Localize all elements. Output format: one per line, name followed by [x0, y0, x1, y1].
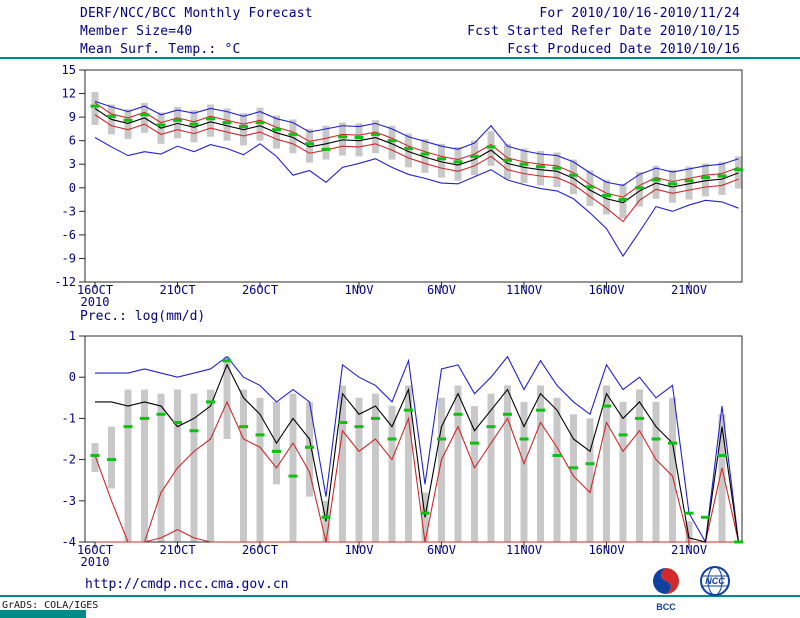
svg-text:-1: -1 — [62, 411, 76, 425]
svg-text:16NOV: 16NOV — [588, 543, 624, 557]
svg-text:-3: -3 — [62, 204, 76, 218]
svg-text:21NOV: 21NOV — [671, 283, 707, 297]
svg-text:21NOV: 21NOV — [671, 543, 707, 557]
svg-text:15: 15 — [62, 63, 76, 77]
page-title: DERF/NCC/BCC Monthly Forecast — [80, 6, 313, 21]
precipitation-chart: 1 0 -1 -2 -3 -4 16OCT 2010 21OCT 26OCT 1NOV 6NOV 11N… — [0, 326, 800, 576]
svg-text:-2: -2 — [62, 453, 76, 467]
website-url: http://cmdp.ncc.cma.gov.cn — [85, 577, 289, 592]
svg-text:26OCT: 26OCT — [242, 283, 278, 297]
svg-text:-9: -9 — [62, 251, 76, 265]
svg-text:16NOV: 16NOV — [588, 283, 624, 297]
temperature-chart-title: Mean Surf. Temp.: °C — [80, 42, 241, 57]
temperature-chart: 15 12 9 6 3 0 -3 -6 -9 -12 16OCT 2010 21OCT 26OCT 1NOV… — [0, 62, 800, 312]
svg-text:0: 0 — [69, 370, 76, 384]
svg-text:6NOV: 6NOV — [427, 283, 456, 297]
svg-text:NCC: NCC — [705, 576, 725, 586]
header-rule — [0, 57, 800, 59]
svg-text:12: 12 — [62, 87, 76, 101]
svg-text:2010: 2010 — [81, 295, 110, 309]
footer-rule — [0, 595, 800, 597]
svg-text:1NOV: 1NOV — [345, 543, 374, 557]
svg-text:16OCT: 16OCT — [77, 283, 113, 297]
precipitation-chart-title: Prec.: log(mm/d) — [80, 309, 206, 324]
fcst-produced-label: Fcst Produced Date 2010/10/16 — [507, 42, 740, 57]
ncc-logo: NCC — [692, 564, 738, 604]
svg-text:1: 1 — [69, 329, 76, 343]
bcc-logo-icon — [653, 568, 679, 594]
ncc-logo-icon: NCC — [700, 566, 730, 596]
forecast-range-label: For 2010/10/16-2010/11/24 — [539, 6, 740, 21]
svg-text:-3: -3 — [62, 494, 76, 508]
svg-text:21OCT: 21OCT — [159, 283, 195, 297]
svg-text:21OCT: 21OCT — [159, 543, 195, 557]
svg-text:26OCT: 26OCT — [242, 543, 278, 557]
svg-text:0: 0 — [69, 181, 76, 195]
bcc-logo: BCC — [646, 566, 686, 612]
svg-text:9: 9 — [69, 110, 76, 124]
svg-text:1NOV: 1NOV — [345, 283, 374, 297]
svg-text:6NOV: 6NOV — [427, 543, 456, 557]
svg-text:2010: 2010 — [81, 555, 110, 569]
svg-text:3: 3 — [69, 157, 76, 171]
svg-text:-12: -12 — [54, 275, 76, 289]
grads-credit: GrADS: COLA/IGES — [2, 600, 99, 611]
bcc-logo-label: BCC — [656, 602, 676, 612]
svg-text:16OCT: 16OCT — [77, 543, 113, 557]
member-size-label: Member Size=40 — [80, 24, 193, 39]
svg-text:-6: -6 — [62, 228, 76, 242]
grads-stamp — [0, 610, 86, 618]
svg-text:11NOV: 11NOV — [506, 283, 542, 297]
svg-text:11NOV: 11NOV — [506, 543, 542, 557]
svg-text:-4: -4 — [62, 535, 76, 549]
fcst-started-label: Fcst Started Refer Date 2010/10/15 — [467, 24, 740, 39]
svg-text:6: 6 — [69, 134, 76, 148]
